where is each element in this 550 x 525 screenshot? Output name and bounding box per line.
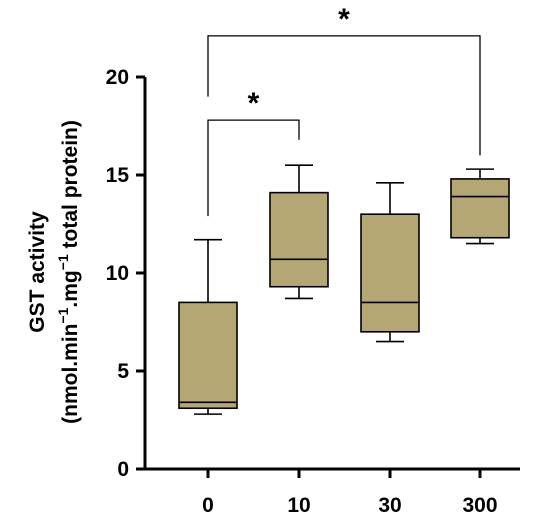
box-300 (450, 168, 510, 245)
box-30 (360, 182, 420, 343)
x-tick-label: 300 (462, 494, 497, 517)
axes: 0 5 10 15 20 0 10 30 300 (106, 66, 520, 517)
box-10 (269, 164, 329, 300)
x-tick-label: 0 (202, 494, 214, 517)
iqr-box (450, 178, 510, 239)
iqr-box (269, 191, 329, 288)
x-tick-label: 30 (378, 494, 401, 517)
bracket-line (207, 35, 481, 156)
y-tick-label: 20 (106, 66, 129, 89)
x-tick-label: 10 (287, 494, 310, 517)
units-sup-1: −1 (55, 307, 71, 323)
y-tick-label: 10 (106, 262, 129, 285)
significance-brackets: ** (207, 3, 481, 217)
y-tick-label: 5 (117, 360, 129, 383)
boxes (178, 164, 510, 415)
units-part-3: total protein) (59, 120, 82, 254)
y-tick-label: 0 (117, 458, 129, 481)
bracket-line (207, 119, 300, 217)
y-tick-label: 15 (106, 164, 130, 187)
significance-star: * (248, 87, 260, 120)
iqr-box (178, 301, 238, 410)
significance-bracket: * (207, 87, 300, 217)
y-axis-units-label: (nmol.min−1.mg−1 total protein) (55, 120, 82, 424)
units-part-1: (nmol.min (59, 324, 82, 424)
units-sup-2: −1 (55, 254, 71, 270)
y-axis-label: GST activity (26, 211, 49, 333)
box-0 (178, 238, 238, 415)
iqr-box (360, 213, 420, 333)
significance-bracket: * (207, 3, 481, 156)
significance-star: * (338, 3, 350, 36)
units-part-2: .mg (59, 270, 82, 307)
